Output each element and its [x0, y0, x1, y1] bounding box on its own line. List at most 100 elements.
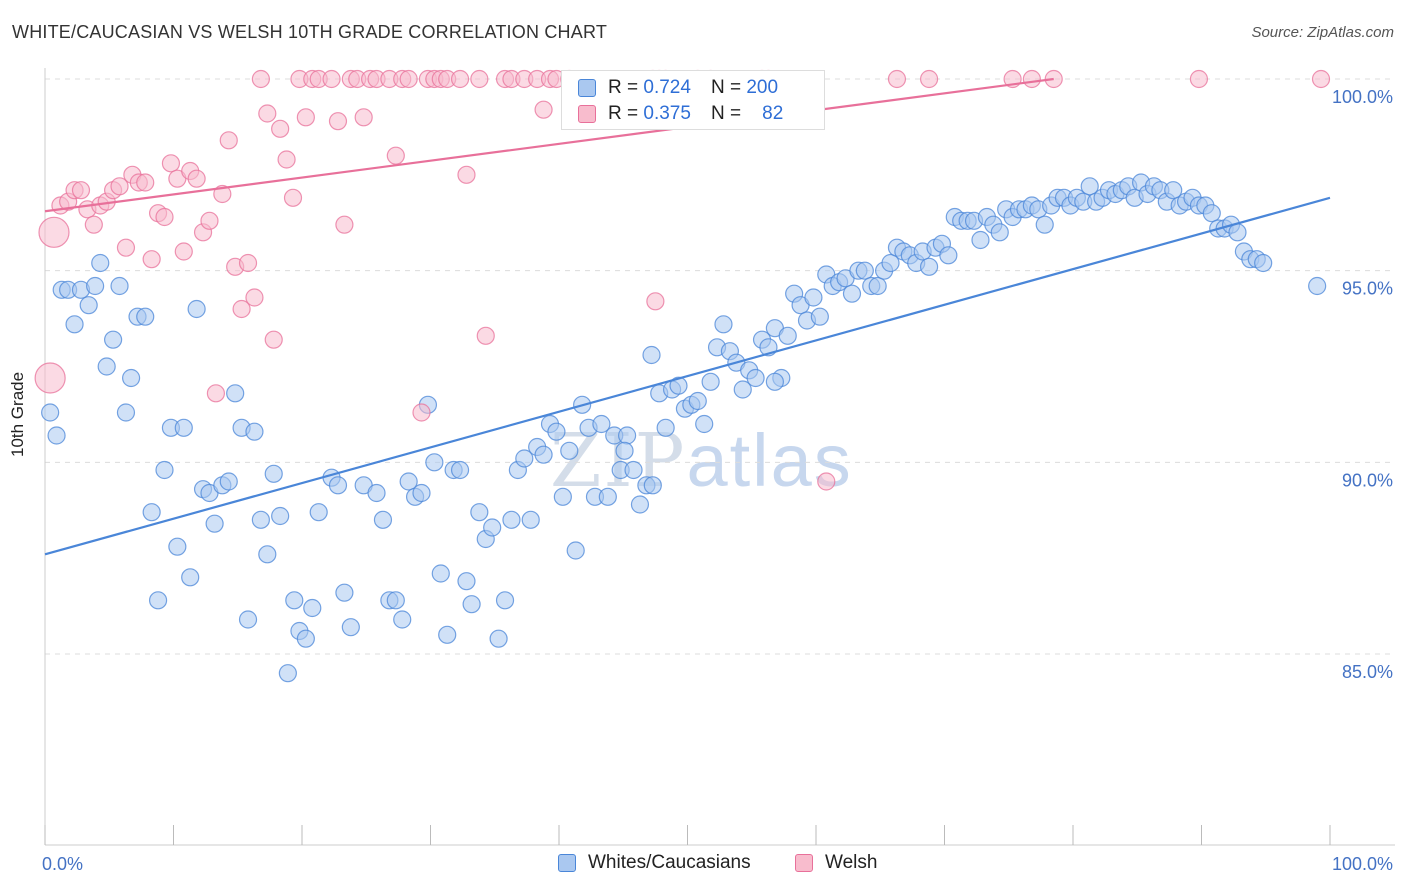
- data-point-whites: [547, 422, 566, 441]
- data-point-whites: [457, 572, 476, 591]
- data-point-welsh: [1022, 69, 1041, 89]
- data-point-whites: [155, 460, 174, 480]
- data-point-welsh: [450, 69, 470, 89]
- data-point-whites: [881, 253, 900, 273]
- data-point-whites: [868, 276, 887, 296]
- data-point-welsh: [232, 299, 251, 319]
- data-point-welsh: [887, 69, 907, 89]
- data-point-whites: [615, 441, 634, 460]
- legend-n-label: N =: [710, 77, 742, 98]
- data-point-whites: [656, 418, 675, 437]
- data-point-welsh: [38, 216, 70, 248]
- data-point-whites: [695, 414, 714, 434]
- data-point-welsh: [412, 403, 431, 422]
- data-point-whites: [489, 629, 508, 648]
- data-point-whites: [285, 591, 304, 610]
- data-point-whites: [309, 503, 328, 522]
- bottom-legend-welsh: Welsh: [795, 852, 877, 874]
- data-point-welsh: [277, 150, 296, 169]
- legend-row-whites: R = 0.724 N = 200: [578, 76, 778, 100]
- data-point-welsh: [34, 362, 66, 394]
- data-point-welsh: [84, 215, 103, 234]
- x-tick-label: 0.0%: [42, 854, 83, 874]
- data-point-whites: [714, 315, 733, 334]
- data-point-whites: [804, 288, 823, 307]
- data-point-whites: [142, 503, 161, 522]
- data-point-whites: [1164, 181, 1183, 200]
- data-point-whites: [470, 503, 489, 522]
- data-point-welsh: [238, 253, 258, 273]
- data-point-welsh: [213, 184, 232, 204]
- data-point-whites: [630, 495, 650, 514]
- data-point-whites: [643, 476, 662, 495]
- bottom-legend-swatch-blue: [558, 854, 576, 872]
- data-point-whites: [168, 537, 187, 556]
- data-point-whites: [86, 276, 105, 296]
- data-point-whites: [399, 472, 418, 491]
- data-point-whites: [425, 453, 444, 472]
- bottom-legend-label: Whites/Caucasians: [588, 852, 751, 873]
- legend-r-label: R =: [608, 103, 639, 124]
- data-point-whites: [521, 510, 540, 529]
- data-point-welsh: [296, 108, 315, 127]
- data-point-welsh: [161, 154, 181, 173]
- data-point-whites: [1035, 215, 1054, 234]
- data-point-whites: [765, 372, 784, 391]
- data-point-welsh: [116, 238, 136, 257]
- data-point-welsh: [251, 69, 270, 89]
- data-point-whites: [566, 541, 585, 560]
- data-point-whites: [971, 230, 990, 250]
- data-point-whites: [181, 568, 200, 587]
- data-point-whites: [560, 441, 579, 460]
- data-point-whites: [919, 257, 939, 276]
- data-point-welsh: [219, 131, 238, 150]
- data-point-welsh: [335, 215, 354, 234]
- data-point-whites: [219, 472, 238, 491]
- data-point-whites: [341, 618, 360, 637]
- data-point-welsh: [136, 173, 155, 192]
- data-point-welsh: [1311, 69, 1331, 89]
- data-point-whites: [990, 223, 1009, 242]
- data-point-whites: [110, 276, 129, 296]
- data-point-welsh: [470, 69, 489, 89]
- legend-r-value: 0.724: [643, 77, 691, 98]
- data-point-welsh: [328, 112, 348, 131]
- data-point-whites: [746, 368, 765, 388]
- data-point-whites: [462, 595, 481, 614]
- legend-n-value: 82: [762, 103, 784, 124]
- bottom-legend-swatch-pink: [795, 854, 813, 872]
- data-point-welsh: [258, 104, 277, 123]
- data-point-whites: [939, 246, 958, 265]
- data-point-whites: [1254, 253, 1273, 273]
- data-point-welsh: [174, 242, 193, 261]
- data-point-whites: [65, 315, 84, 334]
- data-point-whites: [386, 591, 405, 610]
- legend-r-label: R =: [608, 77, 639, 98]
- y-tick-label: 95.0%: [1342, 279, 1393, 299]
- x-tick-label: 100.0%: [1332, 854, 1393, 874]
- data-point-whites: [701, 372, 720, 391]
- data-point-whites: [238, 610, 258, 629]
- data-point-whites: [41, 403, 60, 422]
- data-point-welsh: [476, 326, 495, 345]
- data-point-welsh: [322, 69, 341, 89]
- data-point-whites: [733, 380, 752, 399]
- source-label: Source: ZipAtlas.com: [1251, 24, 1394, 41]
- data-point-whites: [495, 591, 515, 610]
- data-point-whites: [515, 449, 534, 468]
- data-point-welsh: [386, 146, 405, 165]
- data-point-whites: [328, 476, 348, 495]
- data-point-welsh: [264, 330, 283, 349]
- data-point-whites: [303, 598, 322, 618]
- data-point-welsh: [271, 119, 290, 138]
- data-point-whites: [1202, 204, 1221, 223]
- data-point-whites: [251, 510, 270, 529]
- data-point-whites: [1308, 276, 1327, 296]
- data-point-whites: [598, 487, 617, 506]
- data-point-whites: [136, 307, 155, 326]
- data-point-whites: [393, 610, 412, 629]
- data-point-whites: [669, 376, 688, 395]
- legend-box: R = 0.724 N = 200 R = 0.375 N = 82: [561, 70, 825, 130]
- legend-row-welsh: R = 0.375 N = 82: [578, 102, 783, 126]
- data-point-welsh: [1189, 69, 1209, 89]
